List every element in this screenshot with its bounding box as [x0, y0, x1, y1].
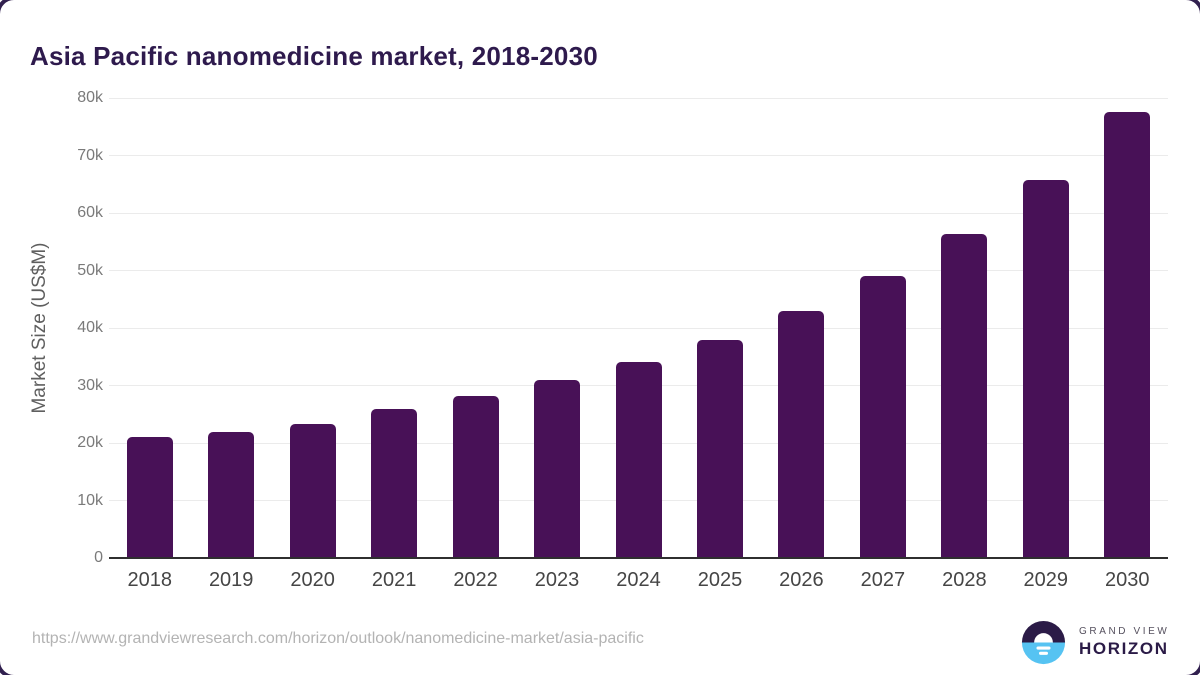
y-tick-label: 40k: [77, 319, 103, 336]
y-gridline: [109, 212, 1168, 214]
y-tick-label: 60k: [77, 204, 103, 221]
brand-logo: GRAND VIEW HORIZON: [1021, 620, 1169, 665]
x-tick-label: 2019: [208, 569, 254, 591]
bar-2029: [1022, 180, 1069, 558]
logo-text: GRAND VIEW HORIZON: [1079, 626, 1169, 659]
x-tick-label: 2023: [534, 569, 580, 591]
bar-2027: [859, 276, 906, 558]
source-url: https://www.grandviewresearch.com/horizo…: [32, 630, 644, 647]
bar-2025: [696, 339, 743, 558]
y-tick-label: 20k: [77, 434, 103, 451]
logo-line1: GRAND VIEW: [1079, 626, 1170, 637]
x-tick-label: 2018: [127, 569, 172, 591]
x-tick-label: 2030: [1105, 569, 1150, 591]
y-tick-label: 30k: [77, 376, 103, 394]
bar-2028: [941, 234, 988, 558]
x-tick-label: 2024: [616, 569, 661, 591]
bar-2020: [289, 424, 336, 558]
x-tick-label: 2022: [453, 569, 498, 591]
chart-title: Asia Pacific nanomedicine market, 2018-2…: [30, 41, 598, 72]
bar-2022: [452, 395, 499, 558]
x-tick-label: 2020: [290, 569, 335, 591]
bar-2023: [534, 379, 581, 558]
bar-2026: [778, 310, 825, 558]
y-gridline: [109, 270, 1168, 271]
y-gridline: [109, 155, 1168, 156]
bar-2021: [371, 408, 418, 558]
bar-2019: [208, 431, 255, 558]
bar-2018: [126, 437, 173, 558]
x-tick-label: 2029: [1023, 569, 1069, 591]
bar-2024: [615, 361, 662, 558]
horizon-sun-icon: [1021, 620, 1066, 665]
logo-line2: HORIZON: [1079, 639, 1169, 658]
x-tick-label: 2028: [942, 569, 987, 591]
y-gridline: [109, 327, 1168, 329]
x-tick-label: 2021: [371, 569, 417, 591]
y-tick-label: 10k: [77, 491, 103, 509]
y-tick-label: 80k: [77, 89, 103, 106]
y-tick-label: 50k: [77, 261, 103, 279]
y-tick-label: 70k: [77, 146, 103, 164]
x-tick-label: 2027: [860, 569, 906, 591]
bar-2030: [1104, 111, 1151, 558]
y-gridline: [109, 97, 1168, 99]
x-tick-label: 2025: [697, 569, 743, 591]
y-tick-label: 0: [94, 549, 103, 566]
x-axis-line: [109, 557, 1168, 559]
x-tick-label: 2026: [779, 569, 824, 591]
